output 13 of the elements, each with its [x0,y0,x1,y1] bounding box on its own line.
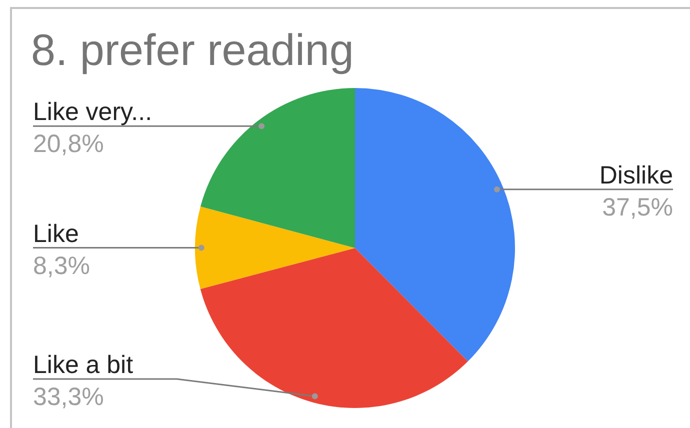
chart-title: 8. prefer reading [31,26,354,76]
slice-label: Like [33,220,79,248]
slice-label: Like a bit [33,351,134,379]
pie-slice [200,248,468,408]
data-label: 8,3% [33,252,90,280]
pie-slice [355,88,515,362]
slice-label: Dislike [599,161,673,190]
pie-slice [200,88,355,248]
pie-slice [195,206,355,290]
data-label: 20,8% [33,130,104,158]
data-label: 37,5% [602,193,673,222]
slice-label: Like very... [33,98,152,126]
data-label: 33,3% [33,383,104,411]
